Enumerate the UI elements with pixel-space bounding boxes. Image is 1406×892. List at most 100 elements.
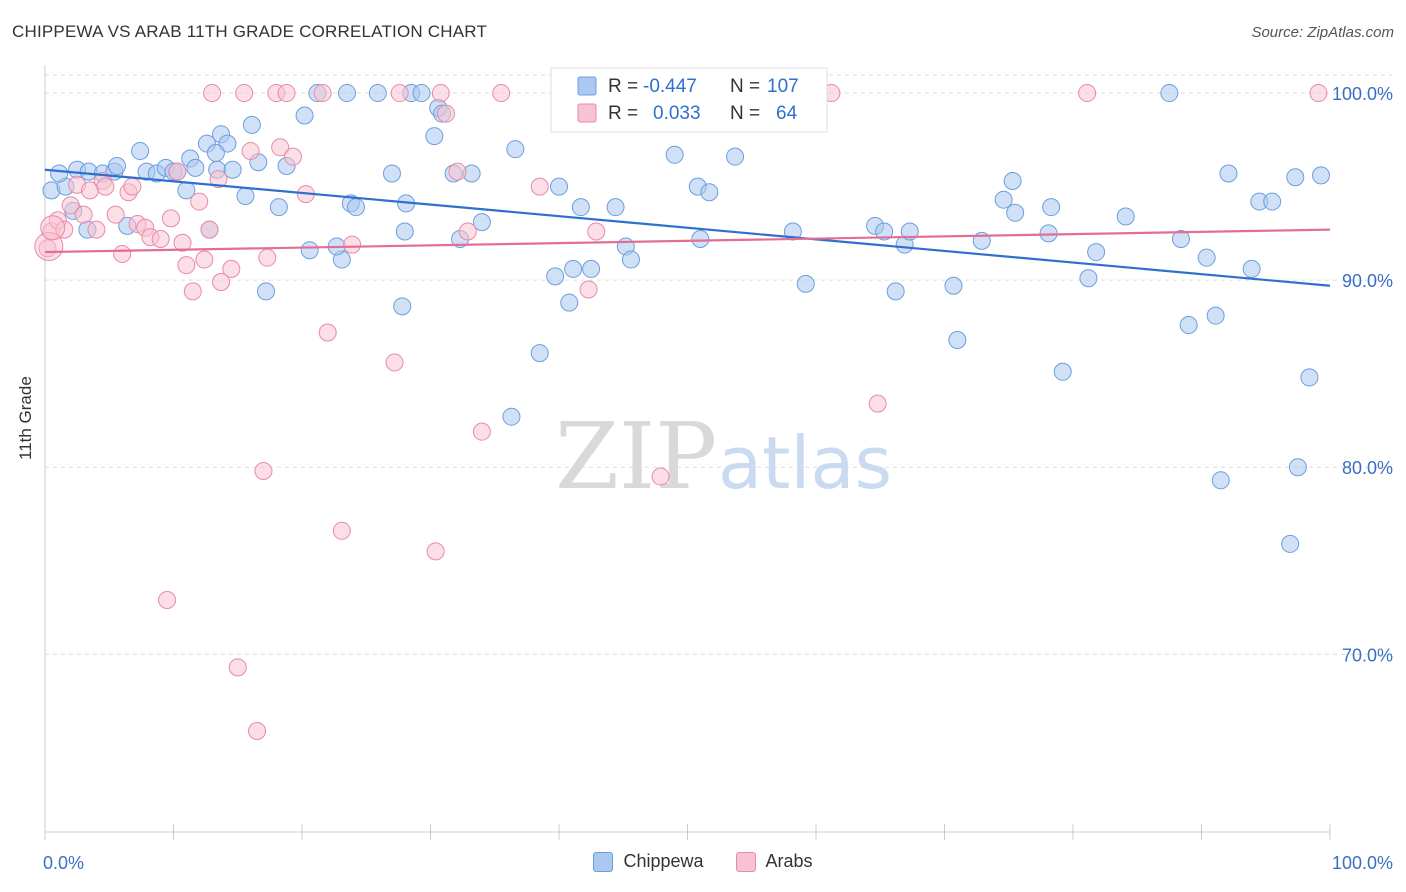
trend-lines xyxy=(44,168,1331,287)
chippewa-point-71 xyxy=(944,276,963,295)
arabs-point-43 xyxy=(313,84,332,103)
chippewa-point-69 xyxy=(900,222,919,241)
chippewa-point-81 xyxy=(1087,243,1106,262)
arabs-point-36 xyxy=(254,461,273,480)
arabs-point-49 xyxy=(426,542,445,561)
arabs-point-40 xyxy=(277,84,296,103)
chippewa-point-106 xyxy=(425,127,444,146)
arabs-point-24 xyxy=(183,282,202,301)
chippewa-point-79 xyxy=(1053,362,1072,381)
x-tick-label-1: 100.0% xyxy=(1332,853,1393,873)
y-tick-label-2: 90.0% xyxy=(1342,271,1393,291)
arabs-point-11 xyxy=(106,205,125,224)
watermark-atlas: atlas xyxy=(718,421,892,505)
chippewa-point-74 xyxy=(994,190,1013,209)
arabs-point-14 xyxy=(123,177,142,196)
chippewa-point-54 xyxy=(582,259,601,278)
chippewa-point-62 xyxy=(700,183,719,202)
chippewa-point-61 xyxy=(691,229,710,248)
arabs-point-33 xyxy=(235,84,254,103)
chippewa-point-89 xyxy=(1219,164,1238,183)
arabs-point-21 xyxy=(168,162,187,181)
arabs-point-10 xyxy=(96,177,115,196)
legend-swatch-chippewa xyxy=(593,851,614,872)
chippewa-point-6 xyxy=(107,157,126,176)
arabs-point-55 xyxy=(492,84,511,103)
chippewa-point-33 xyxy=(337,84,356,103)
chippewa-point-47 xyxy=(502,407,521,426)
arabs-point-50 xyxy=(431,84,450,103)
chippewa-point-53 xyxy=(571,198,590,217)
arabs-point-35 xyxy=(248,721,267,740)
stats-r-value-chippewa: -0.447 xyxy=(643,76,697,97)
chippewa-point-34 xyxy=(368,84,387,103)
arabs-point-60 xyxy=(651,467,670,486)
chippewa-point-50 xyxy=(546,267,565,286)
legend-item-chippewa: Chippewa xyxy=(593,851,704,872)
chippewa-point-23 xyxy=(257,282,276,301)
legend-label-arabs: Arabs xyxy=(765,851,813,871)
legend-item-arabs: Arabs xyxy=(735,851,813,872)
arabs-point-12 xyxy=(113,244,132,263)
arabs-point-28 xyxy=(203,84,222,103)
chippewa-point-75 xyxy=(1003,171,1022,190)
chippewa-point-24 xyxy=(269,198,288,217)
chippewa-point-37 xyxy=(395,222,414,241)
chippewa-point-15 xyxy=(186,158,205,177)
arabs-point-53 xyxy=(458,222,477,241)
gridlines xyxy=(45,74,1392,655)
chippewa-point-78 xyxy=(1042,198,1061,217)
chippewa-point-27 xyxy=(295,106,314,125)
arabs-point-31 xyxy=(222,259,241,278)
chippewa-point-97 xyxy=(1312,166,1331,185)
chippewa-point-7 xyxy=(131,142,150,161)
chippewa-trend-line xyxy=(44,168,1331,287)
watermark-zip: ZIP xyxy=(555,403,717,510)
arabs-point-64 xyxy=(1309,84,1328,103)
y-tick-label-3: 100.0% xyxy=(1332,84,1393,104)
chippewa-point-95 xyxy=(1286,168,1305,187)
arabs-point-47 xyxy=(385,353,404,372)
arabs-point-51 xyxy=(436,104,455,123)
stats-n-value-chippewa: 107 xyxy=(767,76,799,97)
chippewa-point-57 xyxy=(621,250,640,269)
chippewa-point-32 xyxy=(346,198,365,217)
arabs-point-22 xyxy=(173,233,192,252)
arabs-point-62 xyxy=(868,394,887,413)
arabs-point-20 xyxy=(161,209,180,228)
chippewa-point-63 xyxy=(726,147,745,166)
arabs-point-39 xyxy=(271,138,290,157)
stats-n-label-chippewa: N = xyxy=(730,76,760,97)
arabs-point-8 xyxy=(87,220,106,239)
chippewa-point-26 xyxy=(300,241,319,260)
chippewa-point-96 xyxy=(1300,368,1319,387)
arabs-point-29 xyxy=(209,170,228,189)
chippewa-point-92 xyxy=(1263,192,1282,211)
arabs-point-63 xyxy=(1078,84,1097,103)
stats-legend-swatch-chippewa xyxy=(577,76,597,96)
arabs-point-57 xyxy=(579,280,598,299)
arabs-point-4 xyxy=(61,196,80,215)
watermark: ZIP atlas xyxy=(555,403,892,510)
chippewa-point-72 xyxy=(948,330,967,349)
arabs-point-6 xyxy=(74,205,93,224)
chippewa-point-99 xyxy=(50,164,69,183)
stats-r-value-arabs: 0.033 xyxy=(653,103,701,124)
chippewa-point-65 xyxy=(796,274,815,293)
arabs-point-46 xyxy=(343,235,362,254)
chippewa-point-49 xyxy=(550,177,568,196)
chippewa-point-104 xyxy=(206,143,225,162)
stats-legend-swatch-arabs xyxy=(577,103,597,123)
arabs-point-58 xyxy=(587,222,606,241)
chippewa-points xyxy=(42,84,1331,553)
chippewa-point-76 xyxy=(1006,203,1025,222)
arabs-cluster-point-1 xyxy=(40,215,66,241)
chippewa-point-88 xyxy=(1211,471,1230,490)
arabs-point-30 xyxy=(212,273,231,292)
chippewa-point-48 xyxy=(530,344,549,363)
chippewa-point-103 xyxy=(242,115,261,134)
chippewa-point-67 xyxy=(875,222,894,241)
arabs-point-18 xyxy=(151,229,170,248)
chippewa-point-20 xyxy=(223,160,242,179)
